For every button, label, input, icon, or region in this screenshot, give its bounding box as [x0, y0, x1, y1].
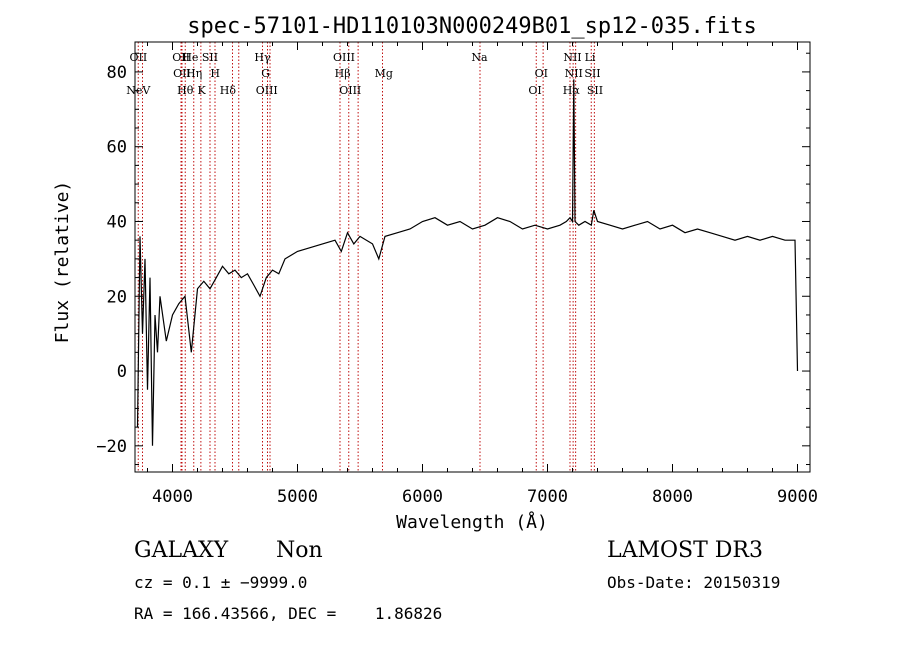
line-label: OIII: [333, 51, 355, 64]
line-label: OII: [173, 67, 191, 80]
y-axis-label: Flux (relative): [52, 181, 73, 344]
line-label: Hη: [186, 67, 202, 80]
chart-title: spec-57101-HD110103N000249B01_sp12-035.f…: [187, 14, 757, 39]
line-label: OII: [172, 51, 190, 64]
x-tick-label: 6000: [402, 487, 443, 507]
line-label: OII: [130, 51, 148, 64]
x-tick-label: 4000: [152, 487, 193, 507]
survey-name: LAMOST DR3: [607, 538, 763, 563]
x-axis: 4000 5000 6000 7000 8000 9000: [147, 42, 818, 507]
line-label: He: [182, 51, 198, 64]
line-label: Na: [471, 51, 488, 64]
observation-date: Obs-Date: 20150319: [607, 573, 781, 592]
line-label: OI: [528, 84, 541, 97]
line-label: Mg: [375, 67, 393, 80]
line-label: Hβ: [335, 67, 351, 80]
x-tick-label: 5000: [277, 487, 318, 507]
y-axis: −20 0 20 40 60 80: [96, 52, 810, 466]
y-tick-label: 20: [107, 287, 127, 307]
line-label: SII: [587, 84, 603, 97]
line-label: G: [261, 67, 270, 80]
line-label: NII: [565, 67, 583, 80]
line-label: Hγ: [254, 51, 271, 64]
y-tick-label: 40: [107, 212, 127, 232]
y-tick-label: −20: [96, 437, 127, 457]
object-class: GALAXY: [134, 538, 229, 563]
y-tick-label: 60: [107, 138, 127, 158]
line-label: NII: [563, 51, 581, 64]
redshift-line: cz = 0.1 ± −9999.0: [134, 573, 308, 592]
line-label: H: [210, 67, 220, 80]
line-label: Hθ: [177, 84, 194, 97]
spectrum-line: [136, 79, 799, 446]
spectral-line-markers: [137, 42, 595, 472]
object-subclass: Non: [276, 538, 323, 563]
plot-frame: [134, 41, 811, 473]
y-tick-label: 0: [117, 362, 127, 382]
x-tick-label: 8000: [652, 487, 693, 507]
spectrum-series: [136, 79, 799, 446]
x-tick-label: 9000: [777, 487, 818, 507]
x-axis-label: Wavelength (Å): [396, 511, 548, 533]
line-label: OIII: [339, 84, 361, 97]
line-label: SII: [202, 51, 218, 64]
coordinates-line: RA = 166.43566, DEC = 1.86826: [134, 604, 443, 623]
line-label: Li: [585, 51, 596, 64]
line-label: K: [198, 84, 207, 97]
line-label: Hα: [563, 84, 581, 97]
y-tick-label: 80: [107, 63, 127, 83]
line-label: SII: [584, 67, 600, 80]
line-label: Hδ: [220, 84, 237, 97]
line-label: OIII: [256, 84, 278, 97]
line-label: OI: [535, 67, 548, 80]
x-tick-label: 7000: [527, 487, 568, 507]
